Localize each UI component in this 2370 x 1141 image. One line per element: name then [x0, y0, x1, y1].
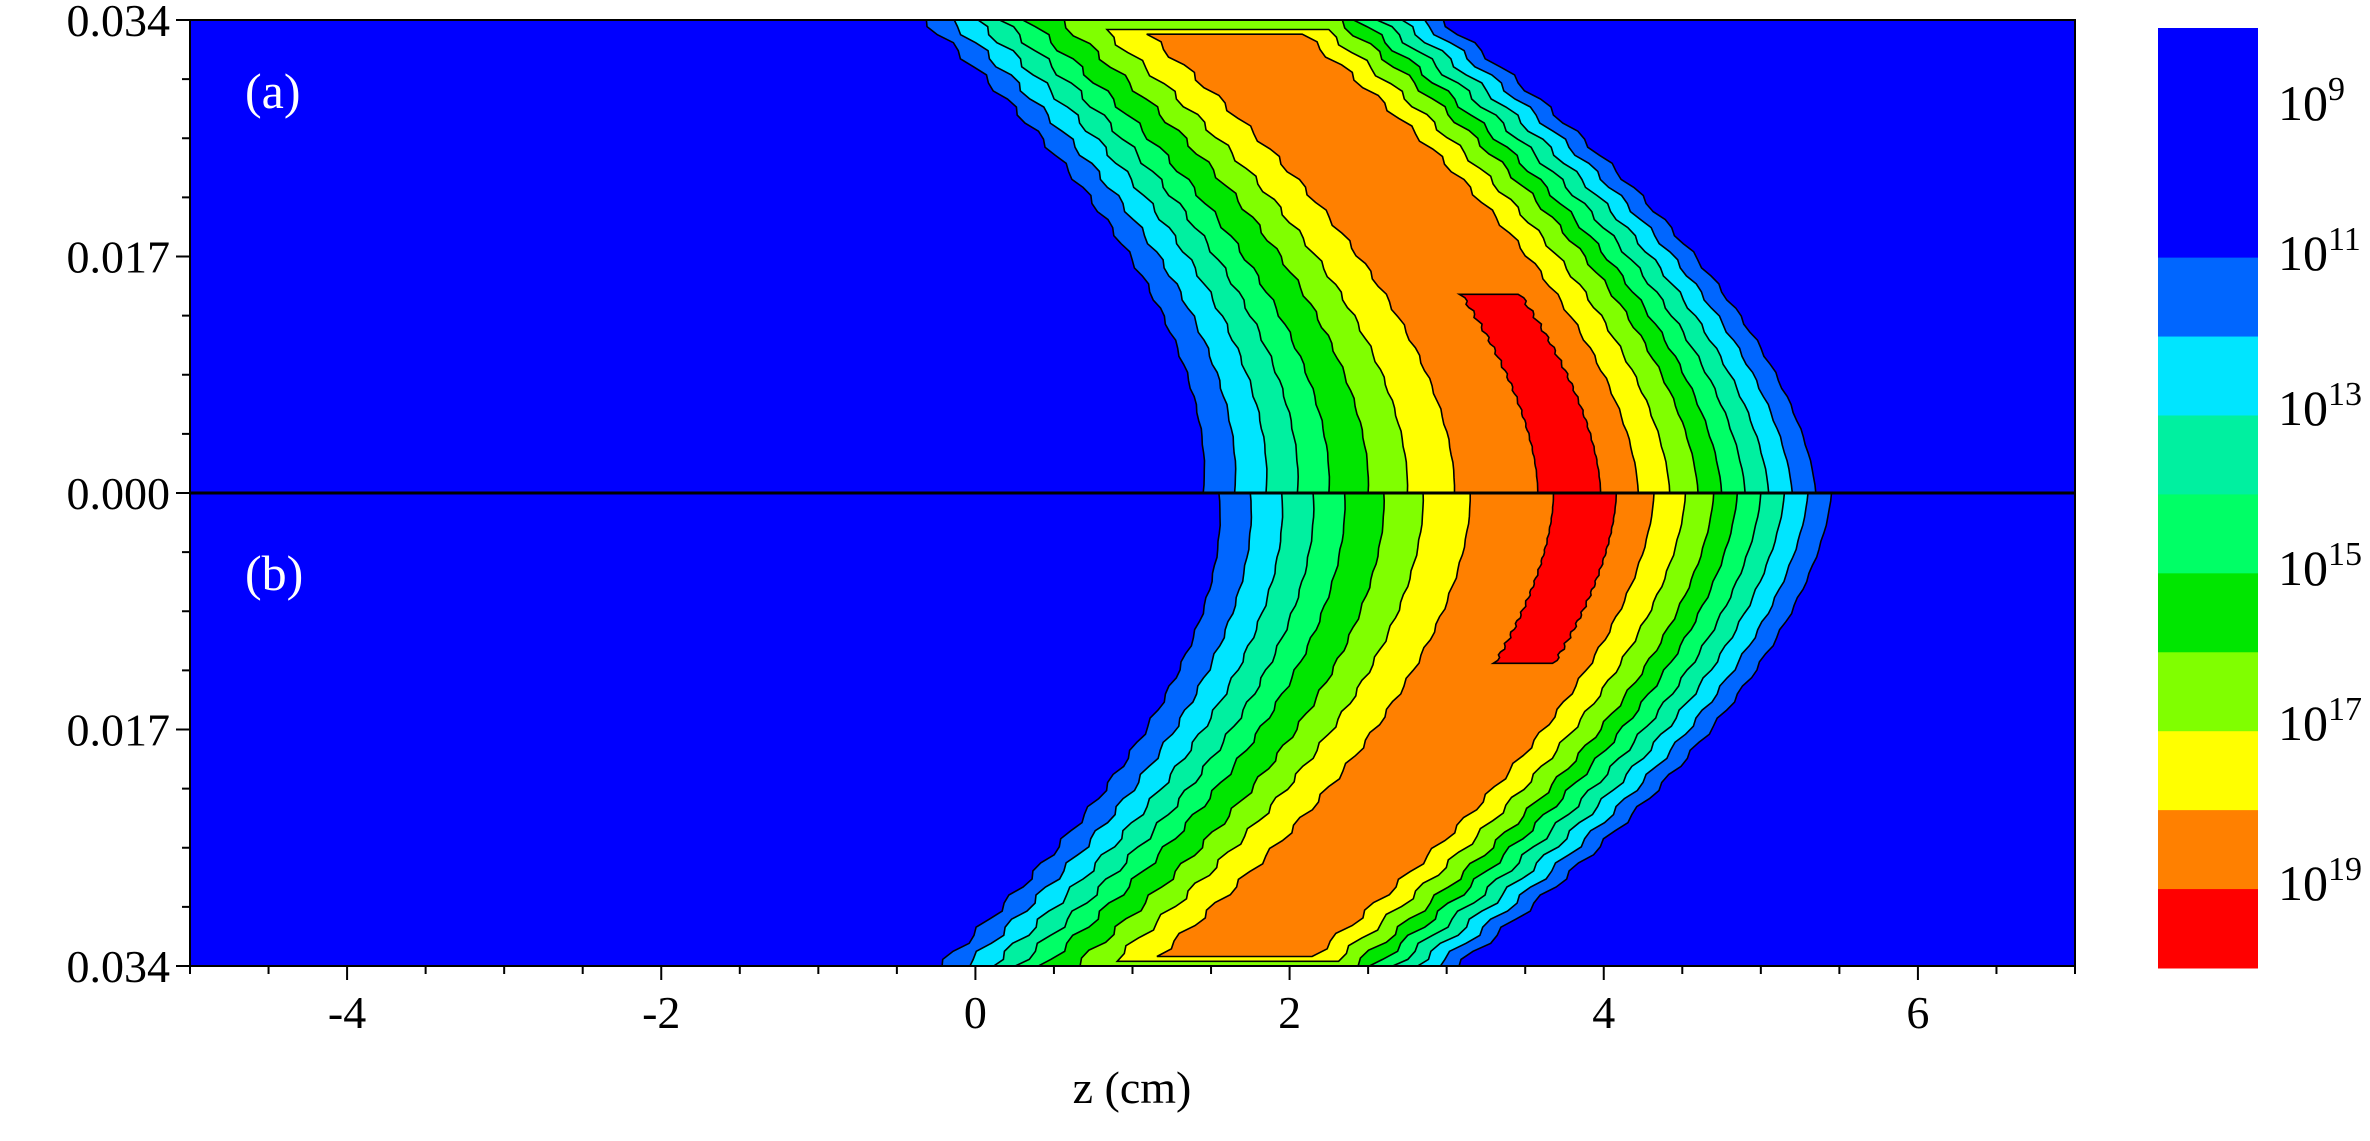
y-tick-label: 0.034: [67, 941, 171, 992]
x-tick-label: 0: [964, 987, 987, 1038]
contour-band-level-9: [1456, 293, 1602, 493]
y-tick-label: 0.000: [67, 468, 171, 519]
colorbar-swatch: [2158, 28, 2258, 259]
x-tick-label: 6: [1906, 987, 1929, 1038]
colorbar-swatch: [2158, 415, 2258, 495]
colorbar-label: 1017: [2278, 691, 2362, 751]
colorbar-swatch: [2158, 731, 2258, 811]
colorbar-swatch: [2158, 494, 2258, 574]
y-tick-label: 0.017: [67, 232, 171, 283]
contour-bands-panel-b: [941, 493, 1833, 966]
plot-area: (a) (b): [189, 19, 2076, 967]
colorbar-swatch: [2158, 573, 2258, 653]
contour-band-level-9: [1490, 493, 1618, 665]
colorbar-swatch: [2158, 257, 2258, 338]
colorbar-label: 1011: [2278, 221, 2361, 281]
colorbar-label: 1015: [2278, 536, 2362, 596]
colorbar-label: 109: [2278, 71, 2345, 131]
y-axis: 0.034 0.017 0.000 0.017 0.034: [67, 0, 191, 992]
x-tick-label: 4: [1592, 987, 1615, 1038]
colorbar-swatch: [2158, 810, 2258, 890]
contour-bands-panel-a: [925, 20, 1817, 493]
panel-label-a: (a): [245, 63, 301, 119]
colorbar-label: 1013: [2278, 376, 2362, 436]
x-axis-label: z (cm): [1073, 1062, 1192, 1113]
colorbar: 109 1011 1013 1015 1017 1019: [2158, 28, 2362, 969]
colorbar-swatch: [2158, 336, 2258, 416]
x-tick-label: 2: [1278, 987, 1301, 1038]
panel-label-b: (b): [245, 545, 303, 601]
y-tick-label: 0.017: [67, 705, 171, 756]
colorbar-label: 1019: [2278, 851, 2362, 911]
x-tick-label: -4: [328, 987, 366, 1038]
y-tick-label: 0.034: [67, 0, 171, 46]
colorbar-swatch: [2158, 652, 2258, 732]
colorbar-swatch: [2158, 889, 2258, 969]
x-tick-label: -2: [642, 987, 680, 1038]
x-axis: -4 -2 0 2 4 6: [189, 965, 2076, 1038]
